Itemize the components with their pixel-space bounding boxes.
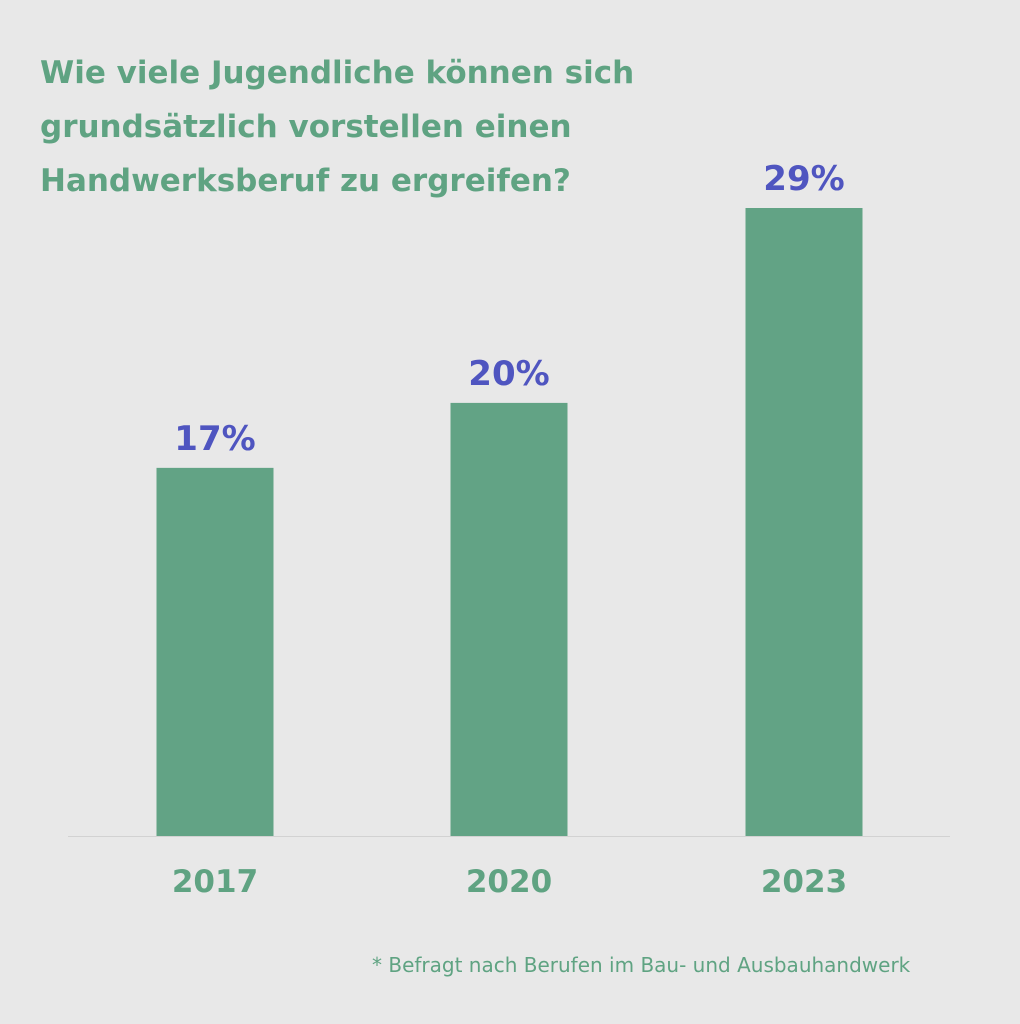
- chart-title-line-2: grundsätzlich vorstellen einen: [40, 109, 572, 145]
- x-tick-label-2023: 2023: [761, 864, 847, 900]
- chart-title-line-3: Handwerksberuf zu ergreifen?: [40, 163, 571, 199]
- x-tick-label-2017: 2017: [172, 864, 258, 900]
- chart-footnote: * Befragt nach Berufen im Bau- und Ausba…: [372, 953, 911, 977]
- chart-title: Wie viele Jugendliche können sich grunds…: [40, 46, 720, 208]
- x-tick-label-2020: 2020: [466, 864, 552, 900]
- bar-2020: [450, 402, 568, 836]
- bar-2017: [156, 467, 274, 836]
- value-label-2023: 29%: [763, 159, 844, 199]
- chart-title-line-1: Wie viele Jugendliche können sich: [40, 55, 635, 91]
- bar-2023: [745, 208, 863, 836]
- value-label-2020: 20%: [468, 354, 549, 394]
- value-label-2017: 17%: [174, 419, 255, 459]
